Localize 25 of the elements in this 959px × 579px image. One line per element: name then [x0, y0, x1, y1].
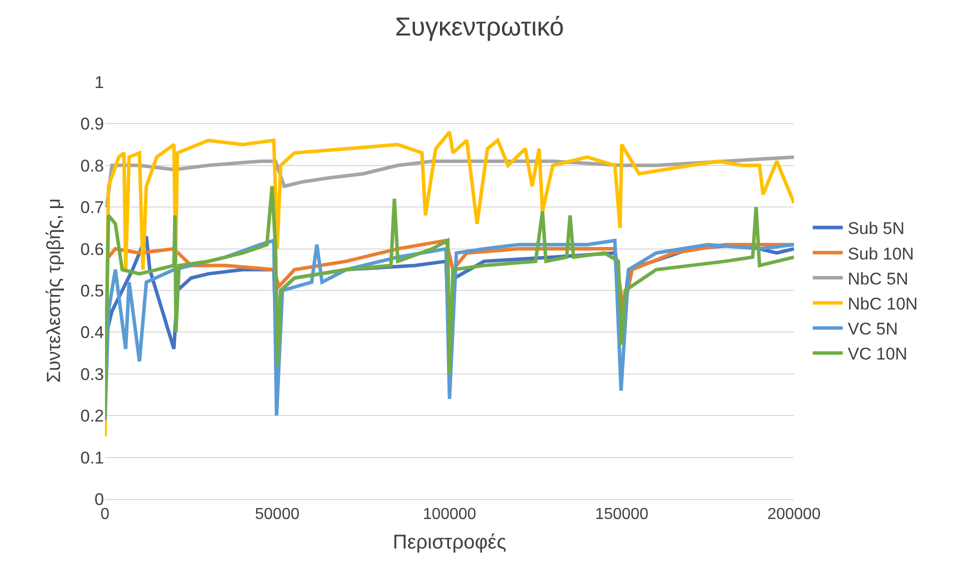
legend-label: Sub 5N	[848, 219, 904, 238]
x-tick-label: 100000	[422, 506, 476, 524]
legend-label: NbC 10N	[848, 294, 918, 314]
y-tick-label: 0.1	[80, 448, 104, 468]
x-tick-label: 200000	[767, 506, 821, 524]
x-axis-title: Περιστροφές	[392, 532, 507, 554]
y-tick-label: 0.8	[80, 156, 104, 176]
y-tick-label: 0.6	[80, 240, 104, 259]
y-tick-label: 0.4	[80, 323, 104, 342]
line-series	[105, 184, 794, 418]
y-axis-title: Συντελεστής τριβής, μ	[44, 198, 66, 383]
y-tick-label: 0	[94, 490, 104, 509]
y-tick-label: 0.9	[80, 114, 104, 134]
chart-title: Συγκεντρωτικό	[394, 12, 564, 42]
y-tick-label: 0.2	[80, 406, 104, 426]
legend-label: VC 10N	[848, 344, 908, 364]
x-tick-label: 50000	[255, 506, 300, 524]
legend-label: Sub 10N	[848, 244, 914, 264]
x-tick-label: 150000	[595, 506, 649, 524]
y-tick-label: 1	[94, 72, 104, 92]
y-tick-label: 0.3	[80, 364, 104, 384]
legend-label: NbC 5N	[848, 269, 908, 288]
legend-label: VC 5N	[848, 320, 898, 339]
y-tick-label: 0.7	[80, 198, 104, 218]
y-tick-label: 0.5	[80, 281, 104, 300]
